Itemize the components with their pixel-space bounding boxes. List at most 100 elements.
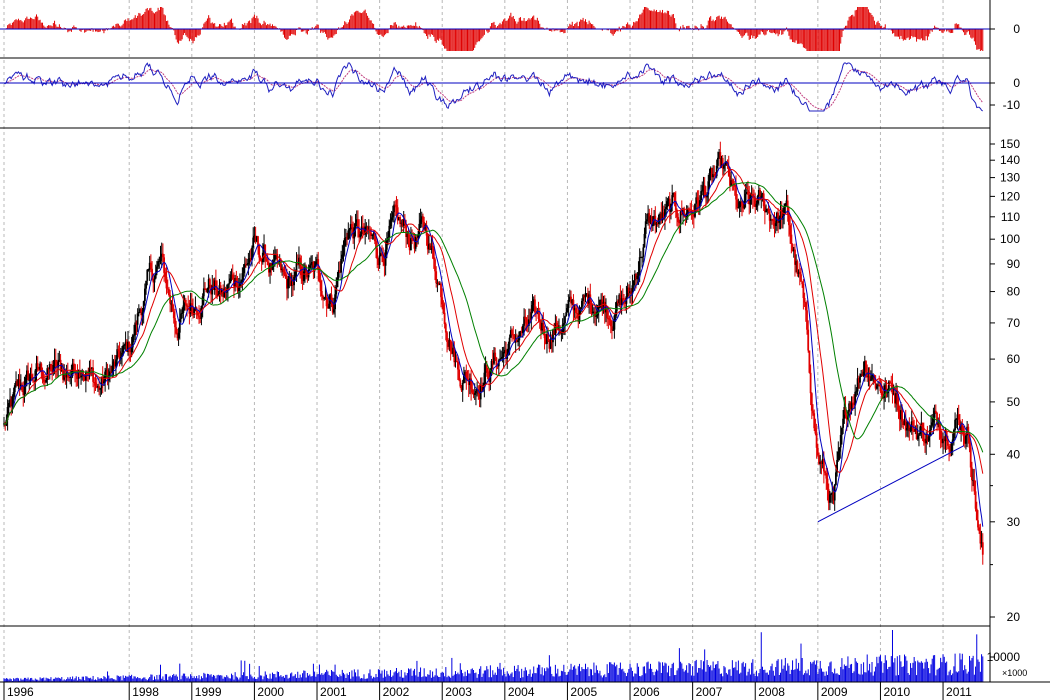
candle-body [168,288,170,296]
candle-body [335,287,338,295]
candle-body [170,303,173,305]
candle-body [865,361,867,373]
candle-body [658,215,660,224]
candle-body [981,542,984,555]
candle-body [519,331,522,333]
candle-body [6,407,9,420]
candle-body [949,449,952,452]
candle-body [643,233,646,248]
candle-body [812,410,814,414]
candle-body [737,207,740,209]
candle-body [555,322,558,326]
candle-body [81,375,84,377]
candle-body [458,369,460,381]
candle-body [797,271,800,274]
candle-body [768,211,771,221]
candle-body [457,362,459,370]
candle-body [738,202,741,208]
ma-medium-line [3,168,984,474]
candle-body [272,260,275,262]
candle-body [629,291,631,294]
candle-body [40,363,43,373]
candle-body [497,360,500,367]
candle-body [895,393,897,404]
x-tick-label: 1996 [7,685,34,699]
candle-body [323,297,326,299]
candle-body [11,396,14,407]
candle-body [382,254,385,262]
candle-body [754,198,757,207]
candle-body [760,195,763,200]
candle-body [764,206,766,213]
candle-body [399,217,401,224]
candle-body [310,263,312,266]
candle-body [299,257,302,267]
candle-body [820,461,823,464]
candle-body [566,308,569,313]
candle-body [106,369,109,381]
candle-body [98,386,100,390]
candle-body [372,233,375,235]
candle-body [48,364,51,370]
candle-body [36,363,39,367]
candle-body [337,270,340,278]
candle-body [163,257,165,273]
candle-body [195,307,198,313]
candle-body [204,288,206,290]
candle-body [349,224,352,230]
x-tick-label: 2011 [946,685,972,699]
candle-body [378,255,381,265]
candle-body [388,225,391,238]
candle-body [925,434,928,444]
candle-body [89,367,92,369]
candle-body [880,391,883,396]
candle-body [13,385,16,393]
candle-body [647,213,649,220]
candle-body [192,306,194,315]
candle-body [202,288,205,297]
candle-body [287,278,289,289]
candle-body [575,307,577,313]
candle-body [827,489,830,503]
candle-body [325,297,328,307]
candle-body [588,294,590,305]
candle-body [97,386,99,388]
candle-body [363,231,365,235]
candle-body [133,335,135,337]
candle-body [383,262,386,266]
x-tick-label: 2004 [508,685,535,699]
candle-body [137,311,140,314]
candle-body [500,358,503,360]
candle-body [436,282,439,284]
candle-body [798,271,801,275]
price-tick-label: 150 [1000,137,1020,151]
candle-body [199,317,202,319]
candle-body [635,274,637,280]
candle-body [699,200,701,207]
price-tick-label: 70 [1007,316,1021,330]
candle-body [369,230,371,233]
candle-body [162,253,164,258]
candle-body [281,268,283,271]
candle-body [78,370,81,378]
candle-body [589,294,592,303]
candle-body [771,218,773,220]
candle-body [437,282,440,285]
candle-body [656,222,659,224]
candle-body [375,241,377,249]
candle-body [677,217,680,223]
candle-body [257,236,259,246]
candle-body [113,361,116,367]
candle-body [676,209,678,218]
candle-body [499,358,501,361]
candle-body [700,191,702,201]
candle-body [245,263,247,266]
candle-body [80,376,82,378]
candle-body [473,393,476,395]
candle-body [730,180,733,186]
candle-body [242,267,245,274]
candle-body [950,443,953,452]
candle-body [171,303,174,312]
price-tick-label: 110 [1001,210,1020,224]
